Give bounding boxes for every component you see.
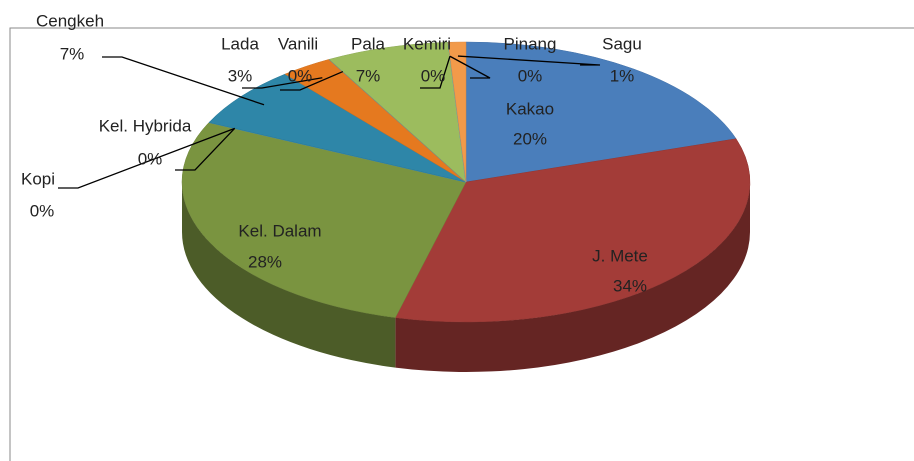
chart-frame [9, 27, 914, 461]
category-label: Pala [351, 34, 386, 53]
category-label: Vanili [278, 34, 318, 53]
category-label: Kel. Dalam [238, 221, 321, 240]
leader-line [102, 56, 265, 106]
category-label: Kopi [21, 169, 55, 188]
leader-line [420, 56, 451, 89]
value-label: 20% [513, 129, 547, 148]
pie-slice [328, 42, 467, 183]
category-label: Pinang [504, 34, 557, 53]
value-label: 0% [421, 66, 446, 85]
value-label: 0% [518, 66, 543, 85]
pie-slice [181, 122, 467, 318]
pie-side [395, 182, 750, 372]
labels: Kakao 20% J. Mete 34% Kel. Dalam 28% Kopi 0% Kel… [21, 11, 648, 295]
value-label: 0% [138, 149, 163, 168]
pie-tops [181, 41, 751, 323]
category-label: Kemiri [403, 34, 451, 53]
value-label: 7% [60, 44, 85, 63]
pie-slice [394, 138, 751, 323]
value-label: 1% [610, 66, 635, 85]
pie-slice [465, 41, 737, 183]
value-label: 28% [248, 252, 282, 271]
leader-line [457, 55, 601, 66]
leader-line [58, 127, 235, 189]
pie-side [182, 182, 396, 368]
leader-line [449, 55, 491, 79]
category-label: J. Mete [592, 246, 648, 265]
leader-line [242, 77, 323, 89]
leader-line [175, 127, 236, 171]
category-label: Kakao [506, 99, 554, 118]
category-label: Cengkeh [36, 11, 104, 30]
value-label: 7% [356, 66, 381, 85]
pie-slice [447, 41, 467, 183]
leader-line [280, 70, 344, 91]
pie-slice [208, 73, 467, 183]
value-label: 34% [613, 276, 647, 295]
category-label: Lada [221, 34, 259, 53]
value-label: 3% [228, 66, 253, 85]
value-label: 0% [30, 201, 55, 220]
category-label: Kel. Hybrida [99, 116, 192, 135]
value-label: 0% [288, 66, 313, 85]
pie-sides [182, 182, 750, 372]
category-label: Sagu [602, 34, 642, 53]
